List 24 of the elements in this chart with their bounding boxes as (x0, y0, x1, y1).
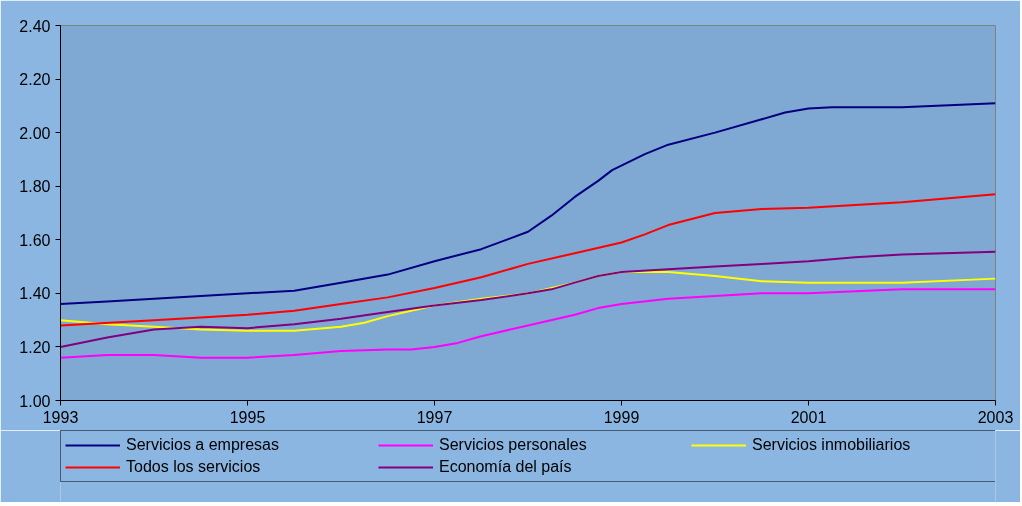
y-tick-label: 2.00 (19, 124, 51, 142)
x-tick-label: 1997 (416, 408, 453, 426)
x-tick-label: 1993 (42, 408, 79, 426)
y-tick-label: 1.40 (19, 285, 51, 303)
x-tick-label: 1995 (229, 408, 266, 426)
x-tick-label: 1999 (603, 408, 640, 426)
y-tick-label: 2.40 (19, 17, 51, 35)
legend-label: Economía del país (439, 458, 573, 476)
legend-label: Todos los servicios (126, 458, 262, 476)
x-tick-label: 2003 (977, 408, 1014, 426)
legend-label: Servicios inmobiliarios (752, 436, 912, 454)
line-series (60, 193, 996, 327)
line-series (60, 288, 996, 359)
line-series (60, 250, 996, 348)
y-tick-label: 2.20 (19, 71, 51, 89)
y-tick-label: 1.00 (19, 392, 51, 410)
x-tick-label: 2001 (790, 408, 827, 426)
y-tick-label: 1.80 (19, 178, 51, 196)
line-series (60, 270, 996, 332)
legend-label: Servicios a empresas (126, 436, 280, 454)
legend-label: Servicios personales (439, 436, 588, 454)
y-tick-label: 1.20 (19, 338, 51, 356)
y-tick-label: 1.60 (19, 231, 51, 249)
line-series (60, 102, 996, 306)
